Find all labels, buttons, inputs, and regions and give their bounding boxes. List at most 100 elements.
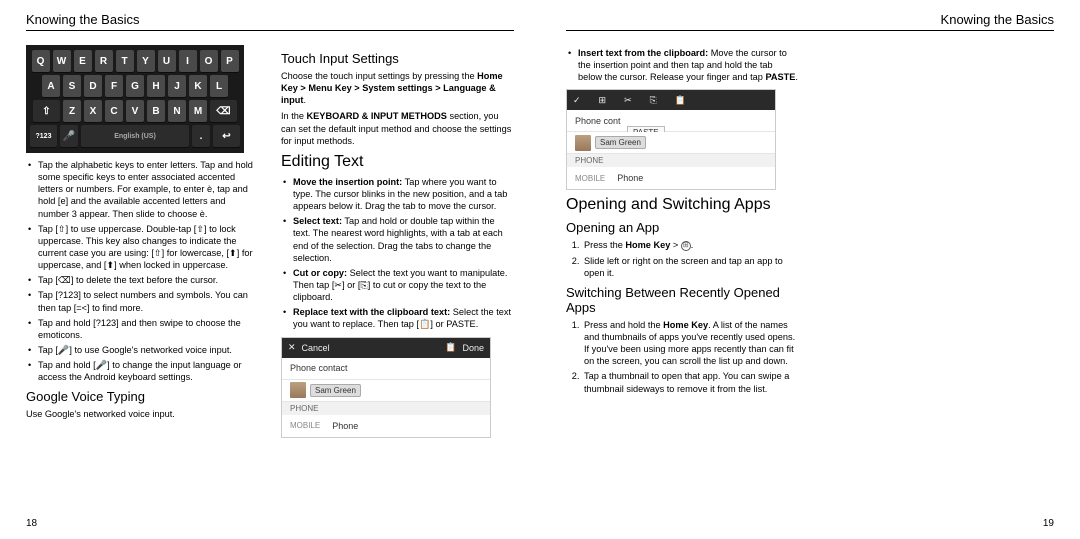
num-key: ?123 <box>30 125 57 147</box>
col-l1: Q W E R T Y U I O P A S D F G H <box>26 45 259 521</box>
fig-row: MOBILE Phone <box>282 415 490 437</box>
col-l2: Touch Input Settings Choose the touch in… <box>281 45 514 521</box>
mic-key: 🎤 <box>60 125 78 147</box>
key: Y <box>137 50 155 72</box>
key: C <box>105 100 123 122</box>
col-r1: Insert text from the clipboard: Move the… <box>566 45 799 521</box>
editing-title: Editing Text <box>281 153 514 171</box>
list-item: Tap the alphabetic keys to enter letters… <box>38 159 259 220</box>
footer-right: 19 <box>1043 518 1054 529</box>
key: S <box>63 75 81 97</box>
touch-input-p2: In the KEYBOARD & INPUT METHODS section,… <box>281 110 514 146</box>
key: L <box>210 75 228 97</box>
fig-actionbar: ✓ ⊞ ✂ ⎘ 📋 <box>567 90 775 110</box>
contact-chip: Sam Green <box>595 136 646 149</box>
avatar-icon <box>575 135 591 151</box>
check-icon: ✓ <box>573 95 581 106</box>
fig-row: Phone cont PASTE <box>567 110 775 132</box>
key: V <box>126 100 144 122</box>
list-item: Insert text from the clipboard: Move the… <box>578 47 799 83</box>
clipboard-icon: 📋 <box>445 342 456 353</box>
list-item: Cut or copy: Select the text you want to… <box>293 267 514 303</box>
del-key: ⌫ <box>210 100 237 122</box>
header-right: Knowing the Basics <box>566 12 1054 31</box>
key: T <box>116 50 134 72</box>
switching-apps-steps: Press and hold the Home Key. A list of t… <box>566 319 799 395</box>
cut-icon: ✂ <box>624 95 632 106</box>
switching-apps-subtitle: Switching Between Recently Opened Apps <box>566 285 799 315</box>
key: P <box>221 50 239 72</box>
key: U <box>158 50 176 72</box>
fig-row: Sam Green <box>282 380 490 402</box>
footer-left: 18 <box>26 518 37 529</box>
key: M <box>189 100 207 122</box>
key: G <box>126 75 144 97</box>
fig-row: Phone contact <box>282 358 490 380</box>
key: Q <box>32 50 50 72</box>
list-item: Press the Home Key > ⊞. <box>582 239 799 251</box>
key: F <box>105 75 123 97</box>
list-item: Select text: Tap and hold or double tap … <box>293 215 514 264</box>
key: E <box>74 50 92 72</box>
figure-editing-card: ✕ Cancel 📋 Done Phone contact Sam Green PH… <box>281 337 491 438</box>
opening-app-steps: Press the Home Key > ⊞. Slide left or ri… <box>566 239 799 278</box>
close-icon: ✕ <box>288 342 296 353</box>
list-item: Tap [?123] to select numbers and symbols… <box>38 289 259 313</box>
list-item: Tap [⌫] to delete the text before the cu… <box>38 274 259 286</box>
touch-input-p1: Choose the touch input settings by press… <box>281 70 514 106</box>
key: K <box>189 75 207 97</box>
list-item: Press and hold the Home Key. A list of t… <box>582 319 799 368</box>
key: H <box>147 75 165 97</box>
list-item: Replace text with the clipboard text: Se… <box>293 306 514 330</box>
key: J <box>168 75 186 97</box>
col-r2 <box>821 45 1054 521</box>
opening-apps-title: Opening and Switching Apps <box>566 196 799 214</box>
list-item: Slide left or right on the screen and ta… <box>582 255 799 279</box>
fig-row: Sam Green <box>567 132 775 154</box>
fig-strip: PHONE <box>567 154 775 167</box>
avatar-icon <box>290 382 306 398</box>
shift-key: ⇧ <box>33 100 60 122</box>
page-left: Knowing the Basics Q W E R T Y U I O P A <box>0 0 540 539</box>
mobile-label: MOBILE <box>290 421 320 430</box>
done-label: Done <box>462 343 484 353</box>
list-item: Tap [⇧] to use uppercase. Double-tap [⇧]… <box>38 223 259 272</box>
key: I <box>179 50 197 72</box>
editing-list: Move the insertion point: Tap where you … <box>281 176 514 331</box>
return-key: ↩ <box>213 125 240 147</box>
columns-left: Q W E R T Y U I O P A S D F G H <box>26 45 514 521</box>
key: O <box>200 50 218 72</box>
key: Z <box>63 100 81 122</box>
keyboard-tips-list: Tap the alphabetic keys to enter letters… <box>26 159 259 383</box>
period-key: . <box>192 125 210 147</box>
key: D <box>84 75 102 97</box>
opening-app-subtitle: Opening an App <box>566 220 799 235</box>
key: X <box>84 100 102 122</box>
contact-chip: Sam Green <box>310 384 361 397</box>
apps-icon: ⊞ <box>681 241 691 251</box>
list-item: Tap a thumbnail to open that app. You ca… <box>582 370 799 394</box>
columns-right: Insert text from the clipboard: Move the… <box>566 45 1054 521</box>
key: A <box>42 75 60 97</box>
fig-strip: PHONE <box>282 402 490 415</box>
google-voice-title: Google Voice Typing <box>26 389 259 404</box>
cancel-label: Cancel <box>302 343 330 353</box>
select-all-icon: ⊞ <box>599 95 607 106</box>
paste-icon: 📋 <box>675 95 686 106</box>
mobile-label: MOBILE <box>575 174 605 183</box>
page-right: Knowing the Basics Insert text from the … <box>540 0 1080 539</box>
phone-value: Phone <box>617 173 643 183</box>
key: R <box>95 50 113 72</box>
clipboard-tip-list: Insert text from the clipboard: Move the… <box>566 47 799 83</box>
google-voice-body: Use Google's networked voice input. <box>26 408 259 420</box>
fig-actionbar: ✕ Cancel 📋 Done <box>282 338 490 358</box>
key: W <box>53 50 71 72</box>
keyboard-figure: Q W E R T Y U I O P A S D F G H <box>26 45 244 153</box>
copy-icon: ⎘ <box>650 95 657 106</box>
list-item: Tap and hold [?123] and then swipe to ch… <box>38 317 259 341</box>
key: N <box>168 100 186 122</box>
list-item: Move the insertion point: Tap where you … <box>293 176 514 212</box>
fig-row: MOBILE Phone <box>567 167 775 189</box>
list-item: Tap and hold [🎤] to change the input lan… <box>38 359 259 383</box>
list-item: Tap [🎤] to use Google's networked voice … <box>38 344 259 356</box>
